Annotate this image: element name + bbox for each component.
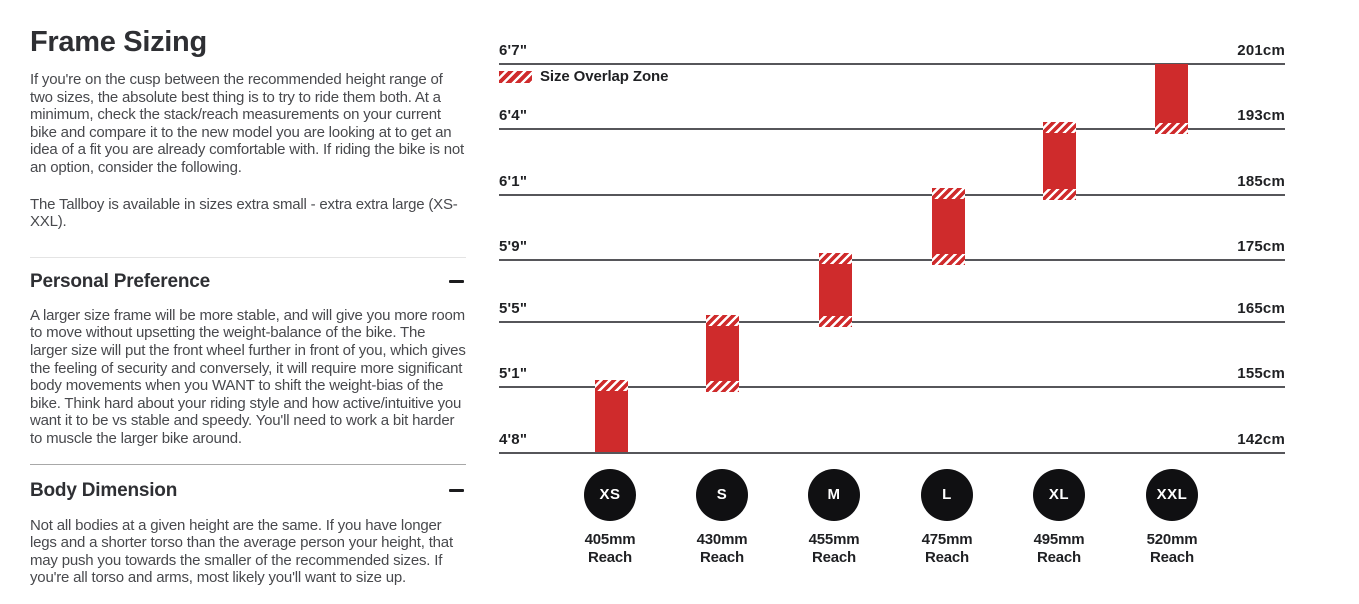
section-body: A larger size frame will be more stable,… <box>30 306 466 447</box>
height-gridline <box>499 386 1285 388</box>
height-gridline <box>499 194 1285 196</box>
reach-value: 495mm <box>1033 531 1085 548</box>
reach-label-l: 475mm Reach <box>899 531 995 567</box>
reach-caption: Reach <box>1036 549 1082 566</box>
reach-label-xl: 495mm Reach <box>1011 531 1107 567</box>
height-gridline <box>499 452 1285 454</box>
reach-caption: Reach <box>1149 549 1195 566</box>
accordion-header-personal-preference[interactable]: Personal Preference <box>30 271 466 293</box>
collapse-minus-icon[interactable] <box>449 489 464 492</box>
height-label-cm: 142cm <box>1237 431 1285 448</box>
collapse-minus-icon[interactable] <box>449 280 464 284</box>
height-gridline <box>499 128 1285 130</box>
reach-label-m: 455mm Reach <box>786 531 882 567</box>
section-title: Personal Preference <box>30 270 210 292</box>
reach-value: 405mm <box>584 531 636 548</box>
reach-value: 455mm <box>808 531 860 548</box>
overlap-zone-top <box>819 253 852 264</box>
reach-caption: Reach <box>924 549 970 566</box>
height-label-ft: 6'1" <box>499 173 528 190</box>
height-label-cm: 165cm <box>1237 300 1285 317</box>
overlap-zone-top <box>595 380 628 391</box>
height-gridline <box>499 321 1285 323</box>
height-label-cm: 193cm <box>1237 107 1285 124</box>
size-badge-l: L <box>921 469 973 521</box>
size-range-bar-m <box>819 253 852 327</box>
height-gridline <box>499 63 1285 65</box>
height-label-cm: 175cm <box>1237 238 1285 255</box>
height-label-ft: 4'8" <box>499 431 528 448</box>
height-label-cm: 201cm <box>1237 42 1285 59</box>
reach-value: 430mm <box>696 531 748 548</box>
overlap-zone-bottom <box>932 254 965 265</box>
page-title: Frame Sizing <box>30 26 207 58</box>
overlap-zone-bottom <box>819 316 852 327</box>
intro-paragraph: If you're on the cusp between the recomm… <box>30 71 464 176</box>
section-divider <box>30 256 466 258</box>
size-badge-m: M <box>808 469 860 521</box>
section-divider <box>30 463 466 465</box>
overlap-zone-top <box>932 188 965 199</box>
section-title: Body Dimension <box>30 479 178 501</box>
size-badge-s: S <box>696 469 748 521</box>
reach-value: 475mm <box>921 531 973 548</box>
section-body: Not all bodies at a given height are the… <box>30 516 453 587</box>
height-gridline <box>499 259 1285 261</box>
size-range-bar-xxl <box>1155 64 1188 134</box>
size-overlap-legend: Size Overlap Zone <box>499 68 668 85</box>
size-range-bar-xs <box>595 380 628 452</box>
overlap-zone-bottom <box>1043 189 1076 200</box>
availability-paragraph: The Tallboy is available in sizes extra … <box>30 195 458 231</box>
height-label-cm: 155cm <box>1237 365 1285 382</box>
height-label-ft: 6'4" <box>499 107 528 124</box>
height-label-ft: 5'1" <box>499 365 528 382</box>
sizing-text-column: Frame Sizing If you're on the cusp betwe… <box>30 0 466 587</box>
reach-value: 520mm <box>1146 531 1198 548</box>
height-label-ft: 6'7" <box>499 42 528 59</box>
size-range-bar-l <box>932 188 965 265</box>
accordion-header-body-dimension[interactable]: Body Dimension <box>30 480 466 502</box>
overlap-hatch-icon <box>499 70 532 83</box>
overlap-zone-bottom <box>1155 123 1188 134</box>
size-badge-xs: XS <box>584 469 636 521</box>
overlap-zone-top <box>706 315 739 326</box>
size-badge-xl: XL <box>1033 469 1085 521</box>
reach-label-xxl: 520mm Reach <box>1124 531 1220 567</box>
height-label-ft: 5'5" <box>499 300 528 317</box>
legend-label: Size Overlap Zone <box>540 68 669 85</box>
reach-label-xs: 405mm Reach <box>562 531 658 567</box>
height-label-ft: 5'9" <box>499 238 528 255</box>
reach-caption: Reach <box>587 549 633 566</box>
reach-caption: Reach <box>811 549 857 566</box>
overlap-zone-bottom <box>706 381 739 392</box>
height-label-cm: 185cm <box>1237 173 1285 190</box>
size-range-bar-xl <box>1043 122 1076 200</box>
reach-caption: Reach <box>699 549 745 566</box>
size-badge-xxl: XXL <box>1146 469 1198 521</box>
size-range-bar-s <box>706 315 739 392</box>
reach-label-s: 430mm Reach <box>674 531 770 567</box>
overlap-zone-top <box>1043 122 1076 133</box>
